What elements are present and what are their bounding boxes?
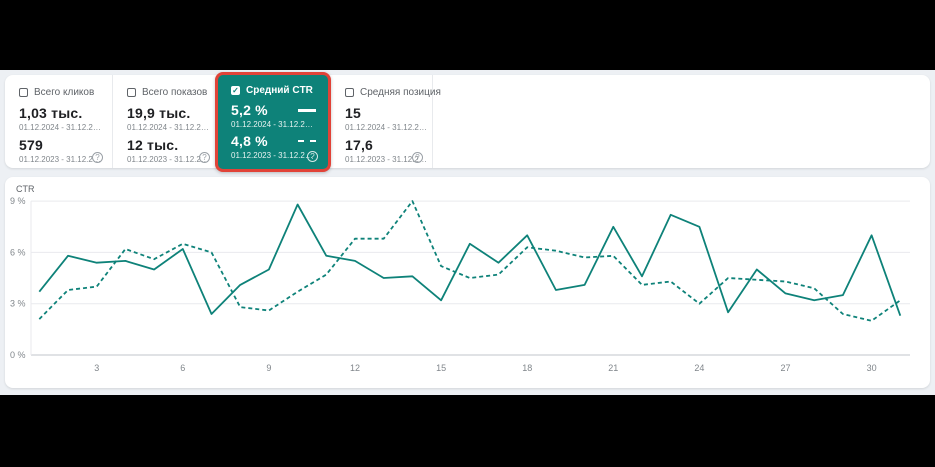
ctr-line-previous-period [38,200,901,322]
help-icon[interactable]: ? [412,152,423,163]
metric-value-previous: 12 тыс. [127,137,179,153]
checkbox-total-impressions[interactable] [127,88,136,97]
metric-label: Всего показов [142,87,208,98]
checkbox-average-position[interactable] [345,88,354,97]
y-tick-label: 3 % [10,299,26,309]
metric-period-current: 01.12.2024 - 31.12.2… [345,123,427,132]
x-tick-label: 21 [608,363,618,373]
metric-card-total-impressions[interactable]: Всего показов 19,9 тыс. 01.12.2024 - 31.… [113,75,220,168]
metric-card-average-ctr-selected[interactable]: Средний CTR 5,2 % 01.12.2024 - 31.12.2… … [215,72,331,172]
metric-label: Всего кликов [34,87,95,98]
metric-period-current: 01.12.2024 - 31.12.2… [127,123,209,132]
metric-period-current: 01.12.2024 - 31.12.2… [231,120,313,129]
x-tick-label: 6 [180,363,185,373]
metrics-panel: Всего кликов 1,03 тыс. 01.12.2024 - 31.1… [5,72,930,172]
checkbox-total-clicks[interactable] [19,88,28,97]
metric-card-average-position[interactable]: Средняя позиция 15 01.12.2024 - 31.12.2…… [331,75,441,168]
y-tick-label: 6 % [10,247,26,257]
y-tick-label: 9 % [10,196,26,206]
help-icon[interactable]: ? [199,152,210,163]
search-console-performance-area: Всего кликов 1,03 тыс. 01.12.2024 - 31.1… [0,70,935,395]
metric-value-previous: 17,6 [345,137,374,153]
checkbox-average-ctr-checked[interactable] [231,86,240,95]
dashed-line-legend-icon [298,140,316,142]
x-tick-label: 12 [350,363,360,373]
x-tick-label: 9 [266,363,271,373]
ctr-line-chart[interactable]: 0 % 3 % 6 % 9 % 3 6 9 12 15 18 21 24 27 30 [5,177,930,388]
metric-value-current: 5,2 % [231,102,328,118]
metric-period-previous: 01.12.2023 - 31.12.2… [127,155,209,164]
metric-period-previous: 01.12.2023 - 31.12.2… [19,155,101,164]
metric-label: Средний CTR [246,85,313,96]
help-icon[interactable]: ? [307,151,318,162]
x-tick-label: 27 [780,363,790,373]
metric-period-previous: 01.12.2023 - 31.12.2… [345,155,427,164]
help-icon[interactable]: ? [92,152,103,163]
metric-value-current: 1,03 тыс. [19,105,83,121]
x-tick-label: 15 [436,363,446,373]
x-tick-label: 30 [867,363,877,373]
chart-y-axis-title: CTR [16,184,35,194]
ctr-line-current-period [38,203,902,317]
solid-line-legend-icon [298,108,316,112]
x-tick-label: 24 [694,363,704,373]
metric-value-current: 19,9 тыс. [127,105,191,121]
metric-value-previous: 579 [19,137,43,153]
metric-value-previous: 4,8 % [231,133,328,149]
metric-card-total-clicks[interactable]: Всего кликов 1,03 тыс. 01.12.2024 - 31.1… [5,75,113,168]
metric-value-current: 15 [345,105,361,121]
x-tick-label: 3 [94,363,99,373]
metric-period-previous: 01.12.2023 - 31.12.2… [231,151,313,160]
x-tick-label: 18 [522,363,532,373]
metric-label: Средняя позиция [360,87,441,98]
y-tick-label: 0 % [10,350,26,360]
ctr-chart-panel[interactable]: CTR 0 % 3 % 6 % 9 % 3 6 9 12 15 18 21 24 27 30 [5,177,930,388]
metric-period-current: 01.12.2024 - 31.12.2… [19,123,101,132]
